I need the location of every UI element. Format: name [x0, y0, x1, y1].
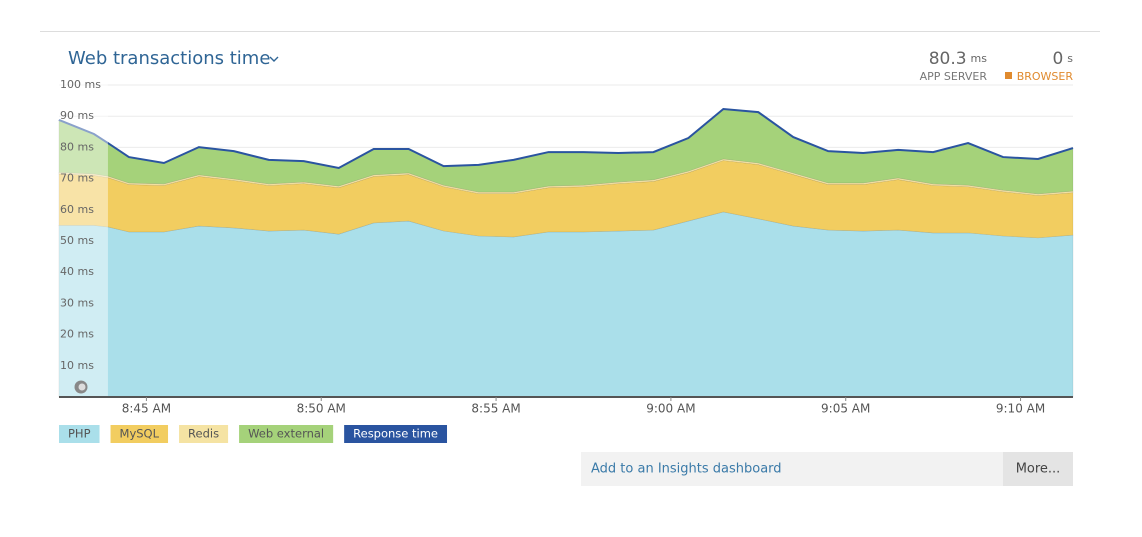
- insights-button[interactable]: [581, 452, 1003, 486]
- legend-swatch: [59, 425, 100, 443]
- x-tick-label: 8:50 AM: [297, 402, 346, 416]
- value: 80.3: [929, 49, 967, 69]
- legend-item[interactable]: Response time: [344, 425, 448, 443]
- x-tick-label: 8:45 AM: [122, 402, 171, 416]
- y-tick-label: 80 ms: [60, 140, 94, 153]
- legend-swatch: [179, 425, 229, 443]
- legend-swatch: [344, 425, 448, 443]
- more-button[interactable]: [1003, 452, 1073, 486]
- browser-label: BROWSER: [1017, 70, 1074, 83]
- more-label: More...: [1016, 462, 1061, 477]
- legend-label: MySQL: [120, 427, 160, 441]
- plot: 10 ms 20 ms 30 ms 40 ms 50 ms 60 ms 70 ms 80 ms…: [58, 75, 1074, 416]
- app-server-label: APP SERVER: [920, 70, 988, 83]
- y-tick-label: 10 ms: [60, 359, 94, 372]
- legend-label: Response time: [353, 427, 438, 441]
- y-tick-label: 50 ms: [60, 234, 94, 247]
- legend-label: Web external: [248, 427, 324, 441]
- area: [58, 160, 1074, 239]
- x-tick-label: 9:10 AM: [996, 402, 1045, 416]
- title-dropdown[interactable]: Web transactions time: [68, 48, 279, 69]
- browser-swatch: [1005, 72, 1012, 79]
- x-tick-label: 9:00 AM: [646, 402, 695, 416]
- y-tick-label: 60 ms: [60, 203, 94, 216]
- spinner-icon-inner: [78, 383, 86, 391]
- y-tick-label: 20 ms: [60, 328, 94, 341]
- legend-swatch: [239, 425, 334, 443]
- app-server-value: 80.3 ms: [929, 49, 988, 69]
- y-tick-label: 40 ms: [60, 265, 94, 278]
- legend-swatch: [110, 425, 169, 443]
- legend-item[interactable]: PHP: [59, 425, 100, 443]
- legend-label: PHP: [68, 427, 91, 441]
- x-tick-label: 9:05 AM: [821, 402, 870, 416]
- legend: PHP MySQL Redis Web external Response time: [59, 425, 448, 443]
- legend-label: Redis: [188, 427, 219, 441]
- partial-overlay: [59, 75, 108, 397]
- y-tick-label: 100 ms: [60, 78, 101, 91]
- x-tick-label: 8:55 AM: [471, 402, 520, 416]
- response-line: [58, 107, 1074, 170]
- area: [58, 211, 1074, 398]
- insights-label: Add to an Insights dashboard: [591, 462, 782, 477]
- area: [58, 158, 1074, 196]
- unit: ms: [971, 52, 988, 65]
- legend-item[interactable]: MySQL: [110, 425, 169, 443]
- y-tick-label: 90 ms: [60, 109, 94, 122]
- legend-item[interactable]: Redis: [179, 425, 229, 443]
- unit: s: [1067, 52, 1073, 65]
- chart-title: Web transactions time: [68, 48, 270, 69]
- y-tick-label: 70 ms: [60, 172, 94, 185]
- value: 0: [1052, 49, 1063, 69]
- legend-item[interactable]: Web external: [239, 425, 334, 443]
- y-tick-label: 30 ms: [60, 296, 94, 309]
- chevron-icon: [269, 56, 279, 62]
